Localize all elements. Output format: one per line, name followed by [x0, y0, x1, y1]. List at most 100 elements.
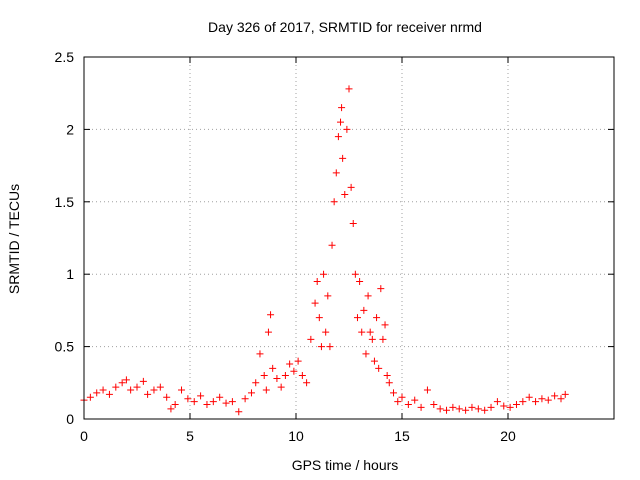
data-point — [317, 343, 325, 351]
data-point — [390, 389, 398, 397]
data-point — [368, 335, 376, 343]
data-point — [252, 379, 260, 387]
data-point — [370, 357, 378, 365]
data-point — [311, 299, 319, 307]
data-point — [260, 372, 268, 380]
data-point — [337, 118, 345, 126]
data-point — [203, 401, 211, 409]
data-point — [105, 390, 113, 398]
data-point — [313, 277, 321, 285]
tick-marks — [83, 56, 614, 420]
data-point — [277, 383, 285, 391]
data-point — [377, 285, 385, 293]
data-point — [144, 390, 152, 398]
data-point — [360, 306, 368, 314]
data-point — [443, 406, 451, 414]
x-tick-label: 10 — [288, 428, 304, 444]
data-point — [326, 343, 334, 351]
data-point — [269, 364, 277, 372]
grid-lines — [84, 57, 614, 419]
data-point — [353, 314, 361, 322]
y-tick-label: 2.5 — [55, 49, 75, 65]
data-point — [468, 403, 476, 411]
data-point — [364, 292, 372, 300]
y-tick-label: 2 — [66, 121, 74, 137]
data-point — [86, 393, 94, 401]
data-point — [345, 85, 353, 93]
data-point — [411, 396, 419, 404]
data-point — [171, 401, 179, 409]
data-point — [500, 402, 508, 410]
data-point — [320, 270, 328, 278]
data-point — [358, 328, 366, 336]
data-point — [551, 392, 559, 400]
data-point — [163, 393, 171, 401]
data-point — [262, 386, 270, 394]
data-point — [525, 393, 533, 401]
y-axis-label: SRMTID / TECUs — [6, 184, 22, 294]
data-point — [118, 379, 126, 387]
data-point — [290, 367, 298, 375]
data-point — [190, 398, 198, 406]
data-point — [197, 392, 205, 400]
data-point — [139, 377, 147, 385]
data-points — [80, 85, 569, 416]
data-point — [394, 398, 402, 406]
y-tick-label: 0 — [66, 411, 74, 427]
data-point — [156, 383, 164, 391]
data-point — [184, 395, 192, 403]
x-tick-label: 15 — [394, 428, 410, 444]
data-point — [481, 406, 489, 414]
data-point — [519, 398, 527, 406]
data-point — [532, 398, 540, 406]
data-point — [449, 403, 457, 411]
data-point — [334, 133, 342, 141]
data-point — [398, 393, 406, 401]
x-tick-label: 0 — [80, 428, 88, 444]
data-point — [99, 386, 107, 394]
data-point — [235, 408, 243, 416]
data-point — [294, 357, 302, 365]
data-point — [356, 277, 364, 285]
data-point — [383, 372, 391, 380]
data-point — [379, 335, 387, 343]
x-tick-label: 20 — [500, 428, 516, 444]
data-point — [127, 386, 135, 394]
data-point — [347, 183, 355, 191]
data-point — [222, 399, 230, 407]
x-axis-label: GPS time / hours — [292, 457, 399, 473]
data-point — [385, 379, 393, 387]
data-point — [366, 328, 374, 336]
data-point — [474, 405, 482, 413]
data-point — [112, 383, 120, 391]
data-point — [256, 350, 264, 358]
chart-title: Day 326 of 2017, SRMTID for receiver nrm… — [208, 19, 482, 35]
data-point — [209, 398, 217, 406]
plot-frame — [83, 56, 615, 420]
data-point — [343, 125, 351, 133]
data-point — [436, 405, 444, 413]
data-point — [264, 328, 272, 336]
data-point — [512, 401, 520, 409]
data-point — [330, 198, 338, 206]
data-point — [241, 395, 249, 403]
data-point — [267, 311, 275, 319]
data-point — [373, 314, 381, 322]
x-tick-label: 5 — [186, 428, 194, 444]
y-tick-label: 0.5 — [55, 339, 75, 355]
data-point — [328, 241, 336, 249]
data-point — [150, 386, 158, 394]
data-point — [178, 386, 186, 394]
data-point — [93, 389, 101, 397]
data-point — [417, 403, 425, 411]
data-point — [303, 379, 311, 387]
data-point — [332, 169, 340, 177]
data-point — [286, 360, 294, 368]
data-point — [122, 376, 130, 384]
data-point — [338, 104, 346, 112]
data-point — [273, 374, 281, 382]
data-point — [404, 401, 412, 409]
data-point — [375, 364, 383, 372]
data-point — [315, 314, 323, 322]
